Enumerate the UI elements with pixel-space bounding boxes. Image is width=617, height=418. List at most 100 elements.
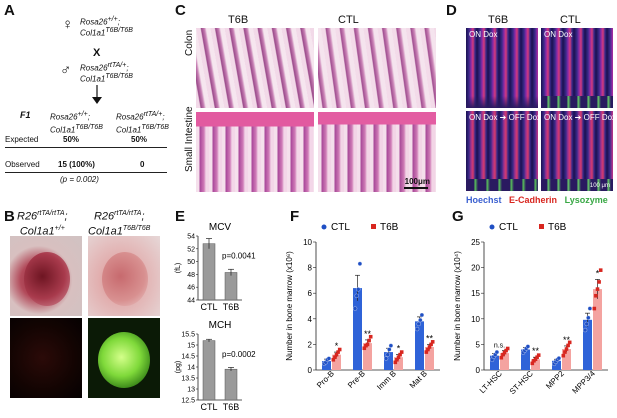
c-row-colon: Colon — [184, 29, 195, 56]
x-tick-label: MPP3/4 — [570, 369, 597, 396]
significance-label: * — [397, 344, 401, 354]
y-tick-label: 13 — [187, 387, 195, 394]
embryo-body — [24, 252, 70, 306]
data-point-t6b — [426, 347, 430, 352]
if-lysozyme-cells — [466, 179, 538, 191]
if-crypt-base — [466, 96, 538, 108]
female-gene1: Rosa26 — [80, 17, 108, 27]
data-point-ctl — [387, 347, 392, 352]
data-point-t6b — [563, 350, 567, 354]
data-point-t6b — [499, 355, 504, 360]
y-tick-label: 0 — [308, 366, 313, 375]
male-genotype: Rosa26rtTA/+; Col1a1T6B/T6B — [80, 62, 133, 83]
y-axis-label: (fL) — [175, 263, 182, 274]
panel-letter-c: C — [175, 2, 186, 19]
bar-ctl — [384, 352, 393, 370]
legend-t6b-label: T6B — [380, 222, 399, 233]
data-point-t6b — [367, 338, 371, 343]
y-tick-label: 25 — [471, 238, 480, 247]
d-scale-label: 100 μm — [589, 183, 610, 189]
significance-label: ** — [364, 329, 372, 339]
data-point-t6b — [501, 352, 505, 357]
data-point-ctl — [388, 343, 394, 348]
down-arrow-icon — [92, 85, 102, 104]
legend-hoechst: Hoechst — [466, 195, 502, 205]
legend-t6b-marker — [539, 224, 544, 229]
y-tick-label: 54 — [187, 234, 195, 241]
data-point-ctl — [586, 315, 591, 320]
if-lysozyme-cells — [541, 179, 613, 191]
y-axis-label: (pg) — [175, 361, 182, 373]
histology-colon-ctl — [318, 28, 436, 108]
embryo-gfp-glow — [98, 332, 150, 388]
data-point-ctl — [582, 327, 588, 333]
f1-g1-allele2: T6B/T6B — [75, 123, 103, 131]
if-ctl-on: ON Dox — [541, 28, 613, 108]
x-tick-label: T6B — [223, 402, 240, 412]
f1-g2-allele1: rtTA/+ — [143, 111, 163, 118]
histology-si-t6b — [196, 112, 314, 192]
data-point-t6b — [598, 268, 603, 272]
bar-ctl — [353, 288, 362, 370]
female-gene2: Col1a1 — [80, 28, 106, 38]
data-point-t6b — [536, 353, 541, 357]
chart-title: MCV — [209, 222, 232, 233]
legend-ctl-marker — [489, 224, 495, 230]
significance-label: n.s. — [494, 343, 505, 350]
data-point-ctl — [418, 317, 423, 323]
y-axis-label: Number in bone marrow (x10⁶) — [285, 251, 294, 361]
f1-g2-allele2: T6B/T6B — [141, 123, 169, 131]
data-point-ctl — [414, 326, 420, 332]
data-point-t6b — [594, 293, 598, 298]
data-point-t6b — [398, 352, 402, 357]
if-ctl-off: ON Dox ➔ OFF Dox 100 μm — [541, 111, 613, 191]
female-allele2: T6B/T6B — [105, 26, 133, 34]
y-tick-label: 4 — [308, 315, 313, 324]
data-point-ctl — [525, 344, 531, 349]
d-col-t6b: T6B — [488, 14, 509, 26]
bar — [202, 243, 216, 301]
b2-gene2: Col1a1 — [88, 225, 123, 238]
b2-allele2: T6B/T6B — [122, 224, 151, 232]
y-tick-label: 6 — [308, 289, 313, 298]
y-tick-label: 12.5 — [181, 398, 195, 405]
significance-label: ** — [426, 333, 434, 343]
panel-letter-b: B — [4, 208, 15, 225]
if-lysozyme-cells — [541, 96, 613, 108]
bar-t6b — [531, 359, 540, 370]
data-point-t6b — [427, 345, 432, 349]
data-point-t6b — [592, 306, 597, 311]
bar-ctl — [552, 360, 561, 370]
data-point-ctl — [419, 312, 425, 318]
data-point-t6b — [530, 361, 535, 366]
b2-gene1: R26 — [93, 210, 115, 223]
c-col-t6b: T6B — [228, 14, 249, 26]
y-tick-label: 0 — [476, 366, 481, 375]
c-scale-label: 100μm — [404, 177, 430, 186]
female-symbol-icon: ♀ — [62, 16, 74, 33]
embryo-brightfield-t6b — [88, 236, 160, 316]
bar — [224, 272, 238, 301]
if-t6b-on: ON Dox — [466, 28, 538, 108]
x-tick-label: Pre-B — [346, 369, 367, 390]
data-point-ctl — [352, 306, 358, 311]
y-tick-label: 15 — [471, 289, 480, 298]
significance-label: ** — [532, 346, 540, 356]
data-point-t6b — [566, 343, 570, 348]
b1-allele1: rtTA/rtTA — [37, 210, 65, 217]
embryo-fluorescence-ctl — [10, 318, 82, 398]
y-tick-label: 13.5 — [181, 376, 195, 383]
embryo-fluorescence-t6b — [88, 318, 160, 398]
y-tick-label: 10 — [471, 315, 480, 324]
cross-symbol: X — [93, 47, 101, 59]
d-label-on-2: ON Dox — [544, 30, 573, 39]
bar-ctl — [583, 319, 592, 370]
observed-label: Observed — [5, 160, 40, 169]
data-point-t6b — [424, 350, 429, 354]
bar-t6b — [332, 354, 341, 370]
y-tick-label: 14.5 — [181, 354, 195, 361]
y-tick-label: 15.5 — [181, 332, 195, 339]
d-label-on-1: ON Dox — [469, 30, 498, 39]
male-allele2: T6B/T6B — [105, 72, 133, 80]
bar-t6b — [394, 357, 403, 370]
